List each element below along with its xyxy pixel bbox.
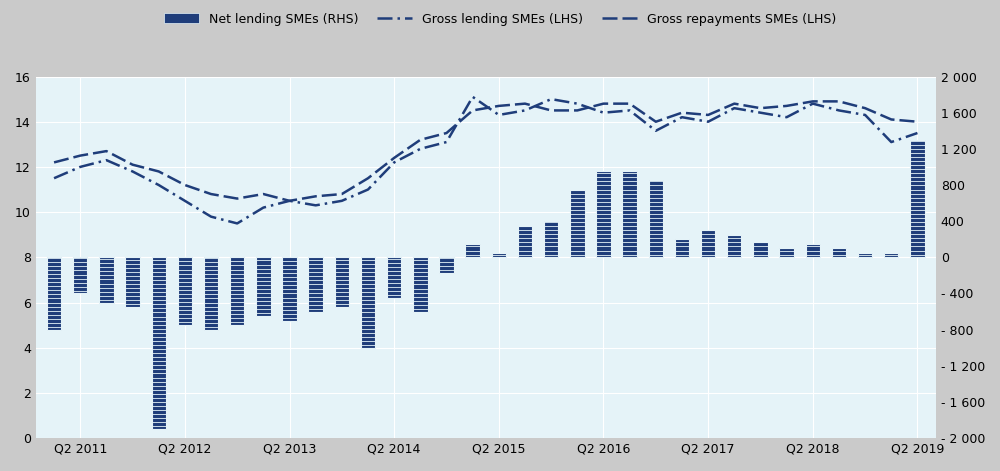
Bar	[204, 257, 218, 330]
Bar	[649, 180, 663, 257]
Bar	[361, 257, 375, 348]
Bar	[596, 171, 611, 257]
Bar	[465, 244, 480, 257]
Bar	[230, 257, 244, 325]
Bar	[492, 253, 506, 257]
Legend: Net lending SMEs (RHS), Gross lending SMEs (LHS), Gross repayments SMEs (LHS): Net lending SMEs (RHS), Gross lending SM…	[158, 6, 842, 32]
Bar	[570, 189, 585, 257]
Bar	[701, 230, 715, 257]
Bar	[910, 140, 925, 257]
Bar	[622, 171, 637, 257]
Bar	[439, 257, 454, 273]
Bar	[413, 257, 428, 312]
Bar	[858, 253, 872, 257]
Bar	[727, 235, 741, 257]
Bar	[518, 226, 532, 257]
Bar	[125, 257, 140, 307]
Bar	[544, 221, 558, 257]
Bar	[753, 242, 768, 257]
Bar	[308, 257, 323, 312]
Bar	[675, 239, 689, 257]
Bar	[99, 257, 114, 302]
Bar	[47, 257, 61, 330]
Bar	[884, 253, 898, 257]
Bar	[178, 257, 192, 325]
Bar	[73, 257, 87, 293]
Bar	[832, 248, 846, 257]
Bar	[335, 257, 349, 307]
Bar	[256, 257, 271, 316]
Bar	[152, 257, 166, 429]
Bar	[806, 244, 820, 257]
Bar	[282, 257, 297, 321]
Bar	[779, 248, 794, 257]
Bar	[387, 257, 401, 298]
